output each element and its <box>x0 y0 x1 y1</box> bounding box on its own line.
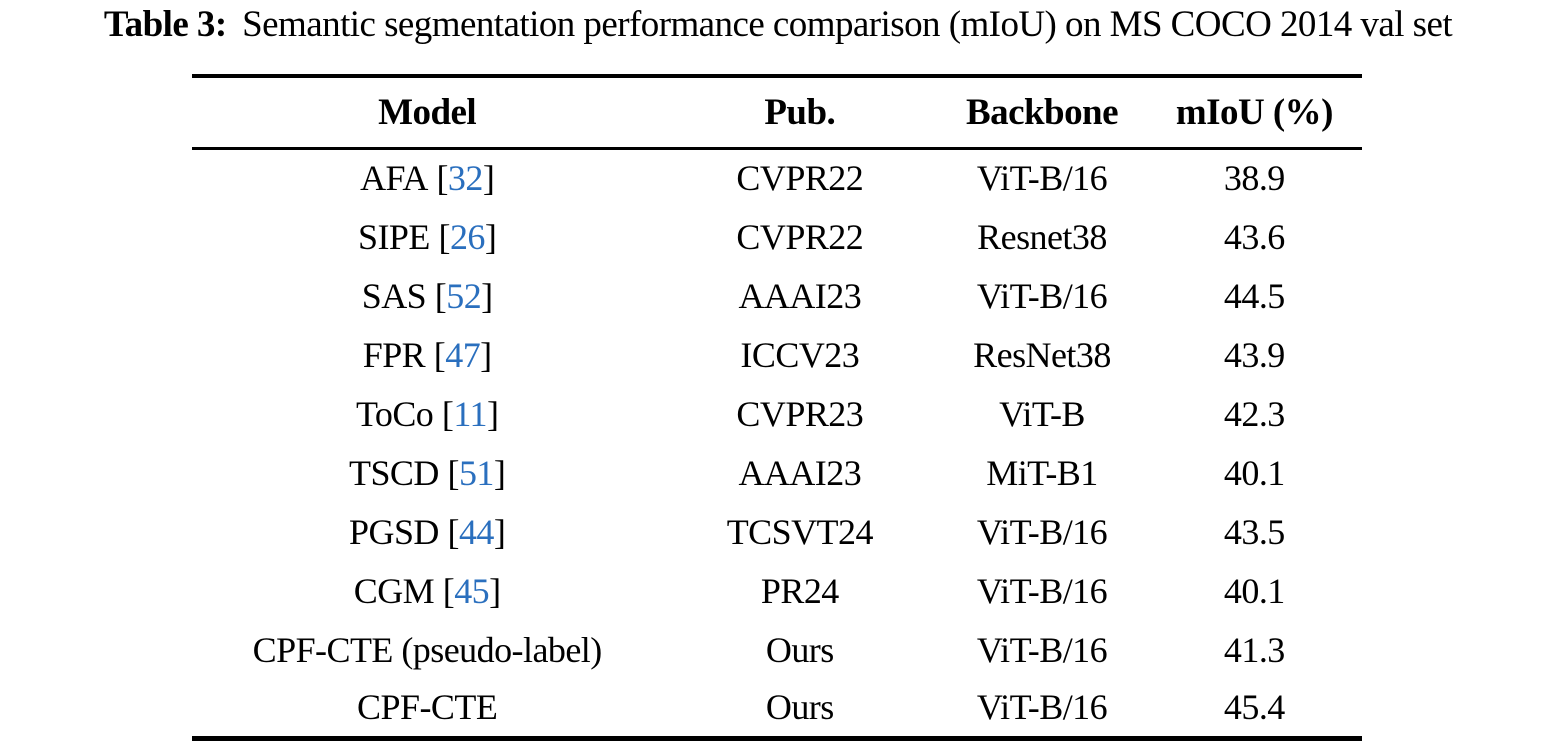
backbone-cell: Resnet38 <box>977 216 1107 257</box>
miou-cell: 43.5 <box>1223 511 1285 552</box>
citation-bracket-open: [ <box>447 511 460 552</box>
model-cell: FPR [47] <box>192 325 662 384</box>
backbone-cell: MiT-B1 <box>986 452 1098 493</box>
citation-bracket-open: [ <box>438 216 451 257</box>
backbone-cell: ViT-B/16 <box>976 158 1108 199</box>
backbone-cell: ResNet38 <box>973 334 1111 375</box>
table-row: SIPE [26] CVPR22 Resnet38 43.6 <box>192 207 1362 266</box>
backbone-cell: ViT-B <box>999 393 1085 434</box>
model-cell: SAS [52] <box>192 266 662 325</box>
miou-cell: 42.3 <box>1223 393 1285 434</box>
citation-bracket-close: ] <box>489 570 501 611</box>
miou-cell: 40.1 <box>1223 570 1285 611</box>
citation-bracket-close: ] <box>481 275 493 316</box>
model-cell: TSCD [51] <box>192 443 662 502</box>
miou-cell: 43.9 <box>1223 334 1285 375</box>
citation-bracket-close: ] <box>493 452 506 493</box>
pub-cell: TCSVT24 <box>726 511 874 552</box>
col-header-model: Model <box>378 91 477 133</box>
model-name: SAS <box>361 275 427 316</box>
model-cell: PGSD [44] <box>192 502 662 561</box>
model-cell: CGM [45] <box>192 561 662 620</box>
miou-cell: 44.5 <box>1223 275 1285 316</box>
model-name: ToCo <box>355 393 434 434</box>
miou-cell: 38.9 <box>1223 158 1285 199</box>
table-caption-label: Table 3: <box>103 4 227 45</box>
citation-bracket-close: ] <box>493 511 506 552</box>
table-caption: Table 3: Semantic segmentation performanc… <box>0 2 1556 48</box>
citation-link[interactable]: 47 <box>445 334 481 375</box>
citation-link[interactable]: 52 <box>446 275 482 316</box>
citation-link[interactable]: 44 <box>458 511 494 552</box>
miou-cell: 40.1 <box>1223 452 1285 493</box>
model-cell: AFA [32] <box>192 148 662 207</box>
table-row: CGM [45] PR24 ViT-B/16 40.1 <box>192 561 1362 620</box>
model-cell: CPF-CTE <box>192 679 662 738</box>
col-header-pub: Pub. <box>764 91 836 133</box>
citation-bracket-open: [ <box>447 452 460 493</box>
miou-cell: 45.4 <box>1223 687 1285 728</box>
miou-cell: 43.6 <box>1223 216 1285 257</box>
backbone-cell: ViT-B/16 <box>976 570 1108 611</box>
pub-cell: CVPR23 <box>736 393 864 434</box>
table-row: TSCD [51] AAAI23 MiT-B1 40.1 <box>192 443 1362 502</box>
citation-bracket-close: ] <box>482 158 495 199</box>
pub-cell: Ours <box>765 629 834 670</box>
backbone-cell: ViT-B/16 <box>976 511 1108 552</box>
model-cell: CPF-CTE (pseudo-label) <box>192 620 662 679</box>
results-table: Model Pub. Backbone mIoU (%) AFA [32] CVP… <box>192 74 1362 741</box>
model-name: FPR <box>362 334 426 375</box>
model-name: SIPE <box>358 216 430 257</box>
table-row: ToCo [11] CVPR23 ViT-B 42.3 <box>192 384 1362 443</box>
table-row: CPF-CTE Ours ViT-B/16 45.4 <box>192 679 1362 738</box>
pub-cell: AAAI23 <box>738 452 862 493</box>
table-caption-text: Semantic segmentation performance compar… <box>242 4 1453 45</box>
backbone-cell: ViT-B/16 <box>976 687 1108 728</box>
pub-cell: CVPR22 <box>736 216 864 257</box>
citation-bracket-open: [ <box>433 334 446 375</box>
model-name: CPF-CTE <box>357 687 498 728</box>
pub-cell: Ours <box>765 687 834 728</box>
citation-bracket-open: [ <box>434 275 447 316</box>
citation-link[interactable]: 32 <box>447 158 483 199</box>
table-header-row: Model Pub. Backbone mIoU (%) <box>192 76 1362 148</box>
pub-cell: PR24 <box>760 570 839 611</box>
miou-cell: 41.3 <box>1223 629 1285 670</box>
model-name: TSCD <box>349 452 439 493</box>
pub-cell: AAAI23 <box>738 275 862 316</box>
table-row: FPR [47] ICCV23 ResNet38 43.9 <box>192 325 1362 384</box>
col-header-miou: mIoU (%) <box>1175 91 1334 133</box>
citation-bracket-close: ] <box>486 393 499 434</box>
table-row: CPF-CTE (pseudo-label) Ours ViT-B/16 41.… <box>192 620 1362 679</box>
model-name: AFA <box>360 158 428 199</box>
citation-link[interactable]: 26 <box>449 216 485 257</box>
pub-cell: CVPR22 <box>736 158 864 199</box>
model-name: CGM <box>353 570 435 611</box>
backbone-cell: ViT-B/16 <box>976 275 1108 316</box>
citation-link[interactable]: 45 <box>454 570 490 611</box>
model-name: CPF-CTE (pseudo-label) <box>252 629 603 670</box>
model-name: PGSD <box>349 511 439 552</box>
model-cell: ToCo [11] <box>192 384 662 443</box>
table-row: SAS [52] AAAI23 ViT-B/16 44.5 <box>192 266 1362 325</box>
pub-cell: ICCV23 <box>740 334 860 375</box>
citation-bracket-open: [ <box>442 570 455 611</box>
citation-bracket-close: ] <box>480 334 492 375</box>
table-row: PGSD [44] TCSVT24 ViT-B/16 43.5 <box>192 502 1362 561</box>
citation-link[interactable]: 51 <box>458 452 494 493</box>
citation-link[interactable]: 11 <box>453 393 487 434</box>
col-header-backbone: Backbone <box>966 91 1118 133</box>
citation-bracket-open: [ <box>441 393 454 434</box>
citation-bracket-close: ] <box>484 216 497 257</box>
table-row: AFA [32] CVPR22 ViT-B/16 38.9 <box>192 148 1362 207</box>
citation-bracket-open: [ <box>436 158 448 199</box>
backbone-cell: ViT-B/16 <box>976 629 1108 670</box>
model-cell: SIPE [26] <box>192 207 662 266</box>
